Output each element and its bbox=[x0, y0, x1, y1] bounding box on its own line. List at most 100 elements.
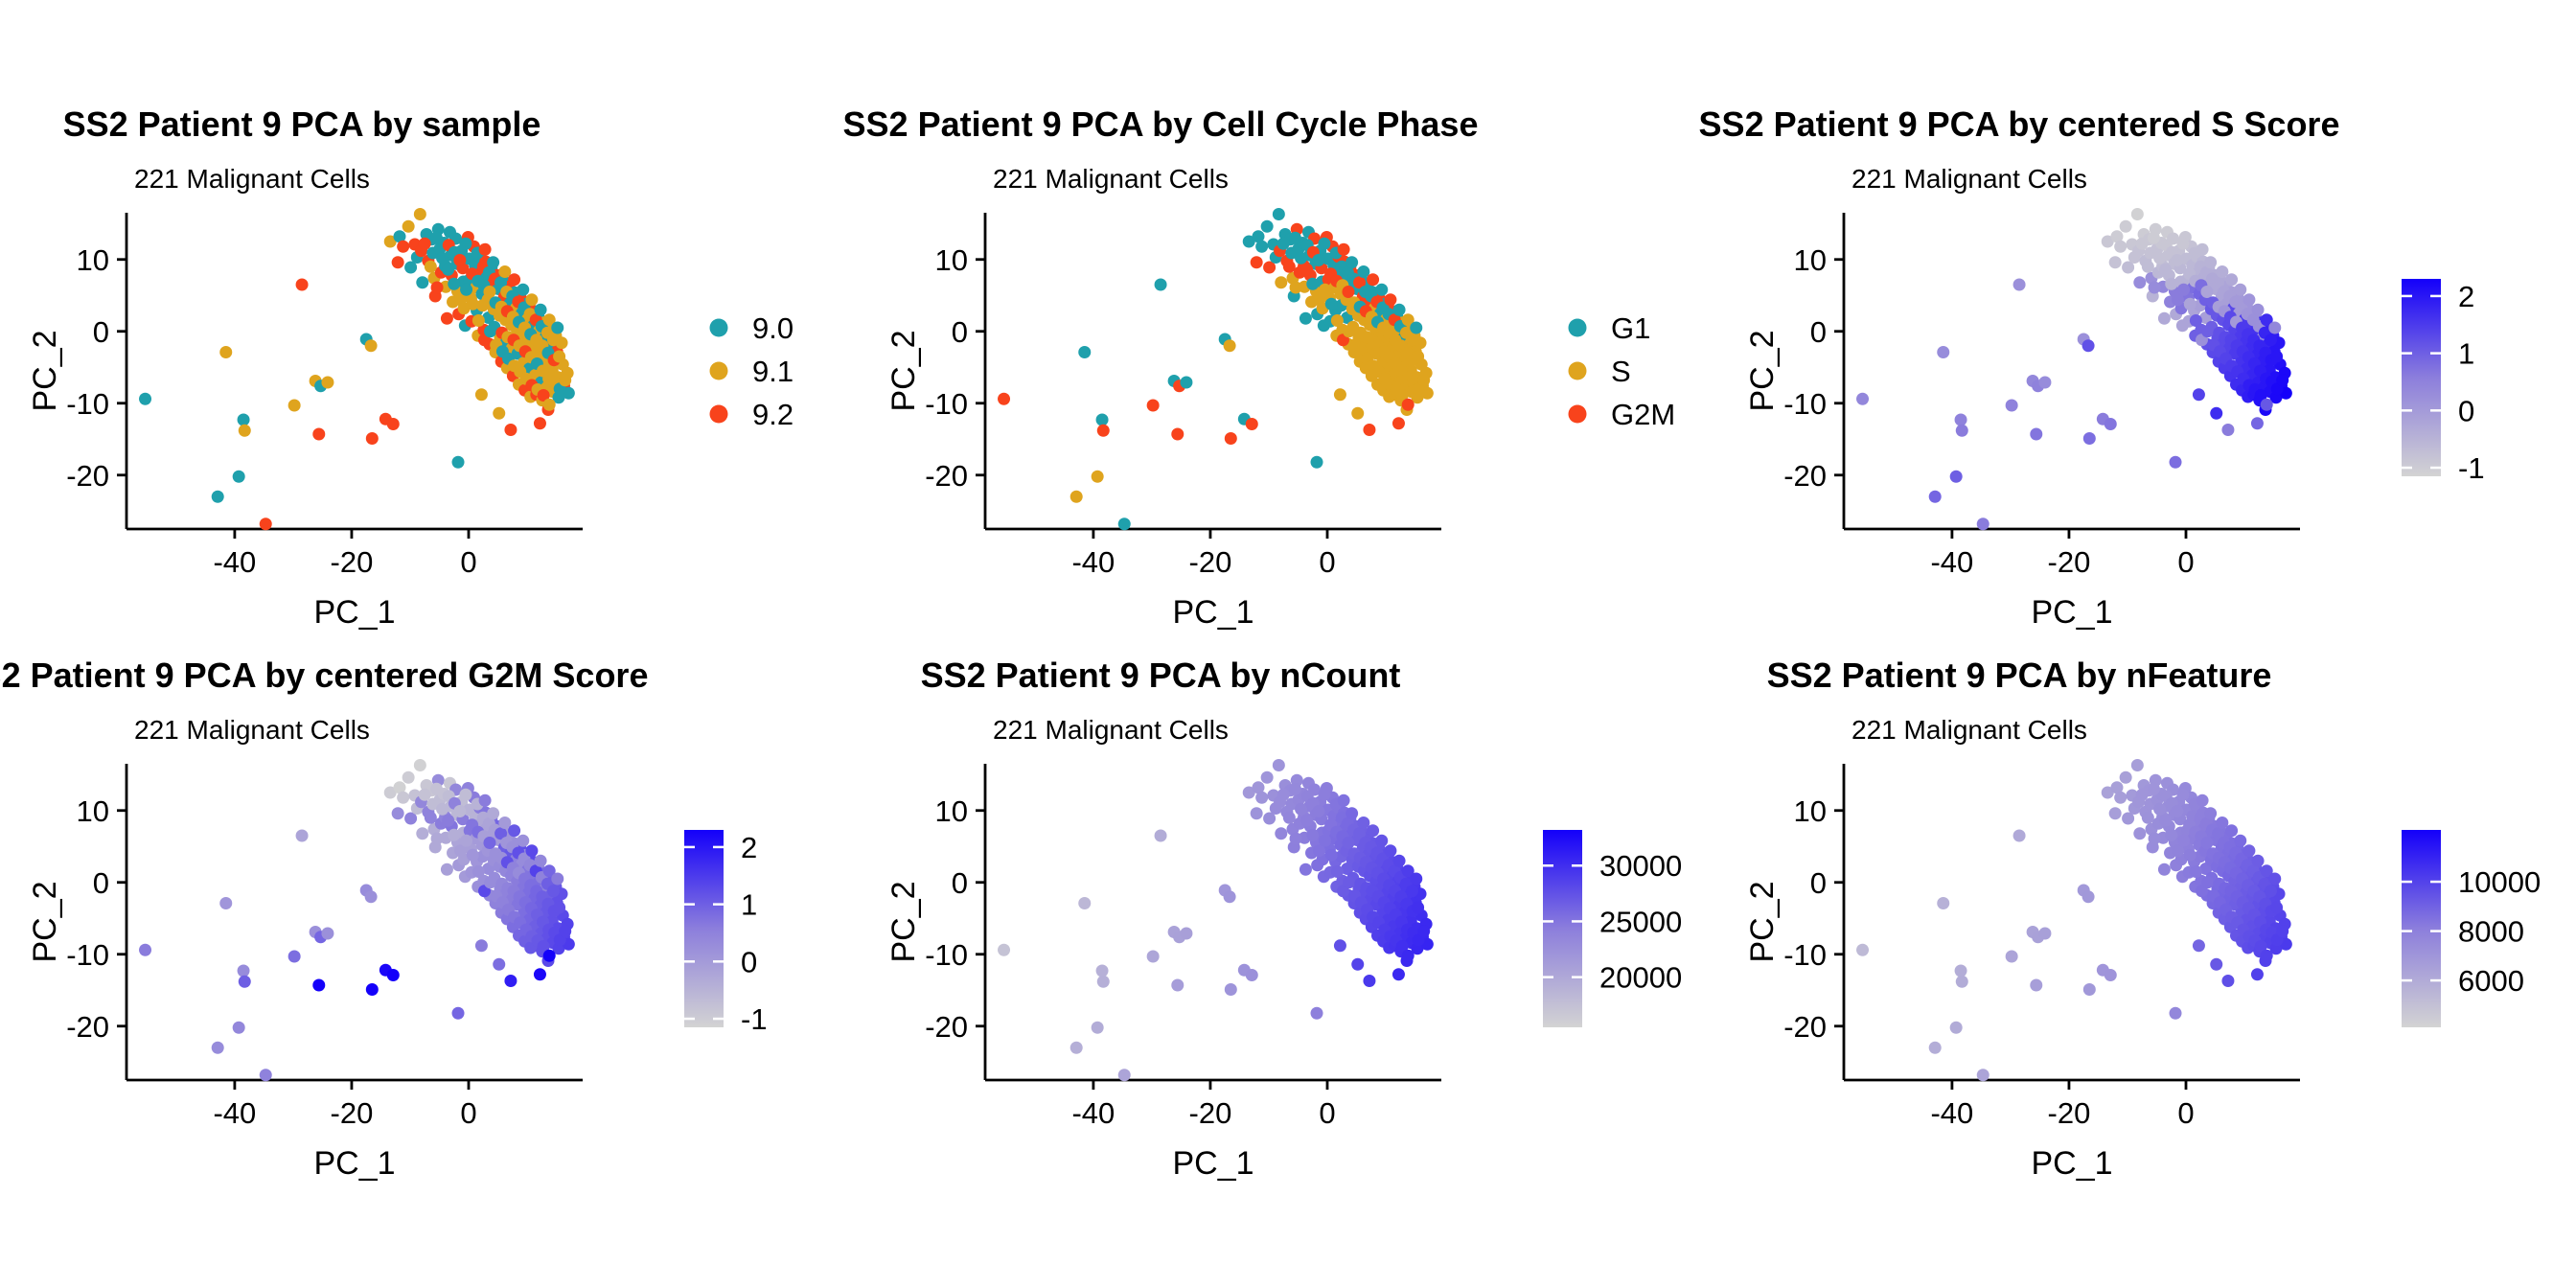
data-point bbox=[1928, 1041, 1942, 1054]
data-point bbox=[211, 490, 224, 503]
data-point bbox=[460, 283, 473, 296]
data-point bbox=[1252, 781, 1265, 794]
data-point bbox=[2082, 890, 2095, 904]
x-tick-label: 0 bbox=[460, 1096, 476, 1130]
data-point bbox=[1171, 978, 1184, 992]
data-point bbox=[397, 240, 410, 253]
data-point bbox=[1263, 261, 1276, 274]
data-point bbox=[2200, 837, 2214, 849]
data-point bbox=[1245, 969, 1258, 981]
data-point bbox=[1288, 231, 1301, 244]
data-point bbox=[2005, 950, 2018, 963]
data-point bbox=[1346, 807, 1359, 820]
data-point bbox=[402, 770, 415, 784]
data-point bbox=[546, 885, 560, 898]
data-point bbox=[1417, 925, 1431, 938]
data-point bbox=[442, 814, 455, 827]
data-point bbox=[404, 812, 418, 825]
data-point bbox=[998, 392, 1011, 405]
data-point bbox=[2012, 829, 2026, 842]
scatter-points bbox=[998, 759, 1434, 1082]
x-tick-label: -20 bbox=[2048, 1096, 2091, 1130]
data-point bbox=[1312, 254, 1325, 266]
data-point bbox=[2234, 834, 2247, 847]
data-point bbox=[418, 237, 431, 250]
data-point bbox=[364, 890, 378, 904]
data-point bbox=[1300, 814, 1314, 827]
data-point bbox=[1146, 399, 1160, 412]
y-tick-label: -20 bbox=[1783, 1010, 1827, 1044]
data-point bbox=[1224, 432, 1237, 445]
data-point bbox=[1324, 848, 1338, 862]
x-tick-label: -20 bbox=[1189, 545, 1232, 579]
data-point bbox=[1223, 339, 1236, 353]
colorbar-gradient bbox=[684, 830, 724, 1027]
data-point bbox=[2104, 418, 2117, 430]
data-point bbox=[1255, 240, 1269, 253]
data-point bbox=[2038, 376, 2052, 389]
data-point bbox=[1333, 939, 1346, 953]
scatter-points bbox=[1856, 759, 2292, 1082]
data-point bbox=[2210, 957, 2223, 971]
x-tick-label: -40 bbox=[213, 545, 256, 579]
data-point bbox=[1856, 392, 1870, 405]
data-point bbox=[2276, 374, 2289, 387]
y-tick-label: 10 bbox=[77, 243, 109, 277]
data-point bbox=[533, 968, 546, 981]
data-point bbox=[1949, 1021, 1963, 1034]
data-point bbox=[2148, 832, 2161, 845]
data-point bbox=[508, 824, 521, 838]
data-point bbox=[542, 949, 556, 962]
data-point bbox=[2260, 313, 2273, 327]
data-point bbox=[2212, 827, 2225, 840]
data-point bbox=[2157, 862, 2171, 876]
y-tick-label: 10 bbox=[935, 794, 968, 828]
data-point bbox=[517, 283, 530, 296]
data-point bbox=[1405, 334, 1418, 347]
y-tick-label: 0 bbox=[93, 315, 109, 349]
data-point bbox=[525, 293, 539, 307]
data-point bbox=[1363, 975, 1376, 987]
data-point bbox=[232, 1021, 245, 1034]
data-point bbox=[2012, 278, 2026, 291]
data-point bbox=[459, 237, 472, 250]
data-point bbox=[2130, 208, 2144, 220]
data-point bbox=[2189, 314, 2202, 327]
colorbar-tick-label: 1 bbox=[741, 888, 757, 922]
data-point bbox=[1242, 235, 1255, 248]
data-point bbox=[2171, 844, 2184, 858]
y-tick-label: 10 bbox=[77, 794, 109, 828]
data-point bbox=[1312, 844, 1325, 858]
data-point bbox=[1272, 208, 1285, 220]
data-point bbox=[2192, 388, 2205, 402]
data-point bbox=[2101, 786, 2114, 799]
data-point bbox=[2196, 242, 2209, 256]
data-point bbox=[1367, 273, 1380, 287]
scatter-points bbox=[139, 759, 575, 1082]
y-axis-label: PC_2 bbox=[1744, 881, 1781, 962]
colorbar-tick-label: 2 bbox=[2458, 280, 2474, 313]
data-point bbox=[453, 254, 467, 266]
data-point bbox=[483, 837, 496, 849]
data-point bbox=[416, 276, 429, 289]
x-tick-label: -20 bbox=[1189, 1096, 1232, 1130]
y-tick-label: -20 bbox=[925, 459, 968, 493]
data-point bbox=[504, 424, 518, 436]
data-point bbox=[483, 286, 496, 298]
x-tick-label: -40 bbox=[1071, 545, 1115, 579]
data-point bbox=[1282, 811, 1296, 824]
legend-swatch bbox=[709, 404, 728, 424]
data-point bbox=[1330, 865, 1344, 878]
y-tick-label: -20 bbox=[66, 459, 109, 493]
data-point bbox=[448, 277, 461, 290]
data-point bbox=[2216, 265, 2229, 278]
data-point bbox=[2114, 240, 2128, 253]
data-point bbox=[2242, 293, 2256, 307]
data-point bbox=[459, 788, 472, 801]
y-tick-label: 10 bbox=[1794, 794, 1827, 828]
data-point bbox=[2147, 231, 2160, 244]
y-tick-label: 0 bbox=[952, 866, 968, 900]
data-point bbox=[1318, 237, 1331, 250]
data-point bbox=[1078, 346, 1092, 358]
